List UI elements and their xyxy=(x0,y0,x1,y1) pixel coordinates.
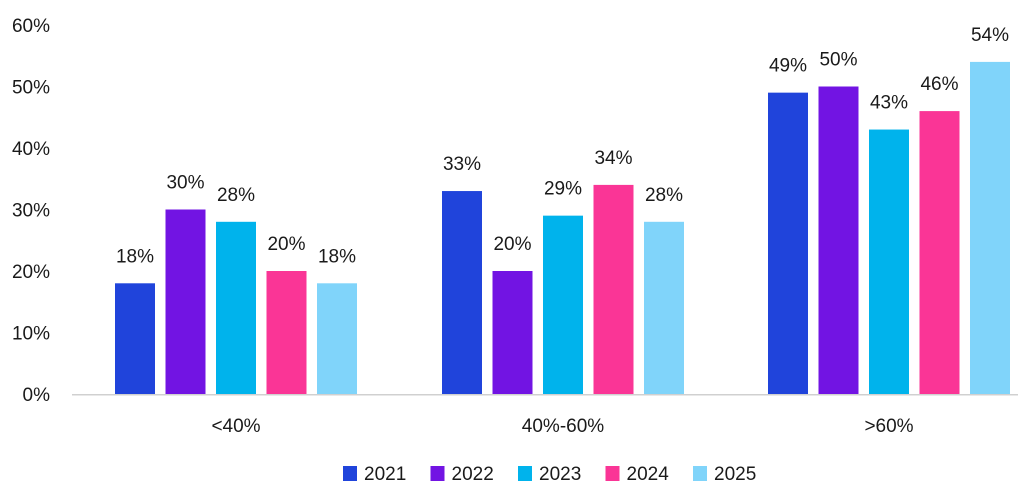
bar-40pct-60pct-2024 xyxy=(593,184,634,394)
y-axis: 0% 10% 20% 30% 40% 50% 60% xyxy=(12,16,50,406)
data-label-40pct-60pct-2022: 20% xyxy=(493,234,531,255)
legend-label-2023: 2023 xyxy=(539,464,581,485)
legend-item-2024: 2024 xyxy=(605,464,670,485)
bar-40pct-60pct-2022 xyxy=(492,271,533,394)
data-labels: 18% 30% 28% 20% 18% 33% 20% 29% 34% 28% 49% 50% 43% 4… xyxy=(116,25,1009,267)
legend-item-2023: 2023 xyxy=(518,464,581,485)
legend-label-2025: 2025 xyxy=(714,464,756,485)
bar-lt40pct-2023 xyxy=(216,221,256,394)
data-label-gt60pct-2023: 43% xyxy=(870,93,908,114)
data-label-lt40pct-2024: 20% xyxy=(267,234,305,255)
data-label-lt40pct-2022: 30% xyxy=(166,173,204,194)
legend-label-2021: 2021 xyxy=(364,464,406,485)
y-tick-label-0: 0% xyxy=(23,385,51,406)
data-label-lt40pct-2023: 28% xyxy=(217,185,255,206)
legend: 2021 2022 2023 2024 2025 xyxy=(343,464,756,485)
legend-label-2024: 2024 xyxy=(627,464,670,485)
bar-gt60pct-2021 xyxy=(768,92,808,395)
data-label-gt60pct-2025: 54% xyxy=(971,25,1009,46)
legend-label-2022: 2022 xyxy=(452,464,494,485)
legend-swatch-2025 xyxy=(693,466,707,481)
category-label-lt40pct: <40% xyxy=(211,416,260,437)
bar-lt40pct-2022 xyxy=(165,209,206,394)
y-tick-label-50: 50% xyxy=(12,78,50,99)
data-label-gt60pct-2021: 49% xyxy=(769,56,807,77)
data-label-40pct-60pct-2021: 33% xyxy=(443,154,481,175)
y-tick-label-20: 20% xyxy=(12,262,50,283)
category-label-40pct-60pct: 40%-60% xyxy=(522,416,604,437)
bar-lt40pct-2024 xyxy=(266,271,307,394)
y-tick-label-60: 60% xyxy=(12,16,50,37)
data-label-lt40pct-2025: 18% xyxy=(318,246,356,267)
bar-gt60pct-2025 xyxy=(970,61,1010,395)
bar-40pct-60pct-2021 xyxy=(442,191,482,394)
y-tick-label-10: 10% xyxy=(12,324,50,345)
data-label-40pct-60pct-2024: 34% xyxy=(594,148,632,169)
bar-40pct-60pct-2025 xyxy=(644,221,684,394)
category-label-gt60pct: >60% xyxy=(864,416,913,437)
data-label-gt60pct-2022: 50% xyxy=(819,50,857,71)
data-label-40pct-60pct-2025: 28% xyxy=(645,185,683,206)
y-tick-label-30: 30% xyxy=(12,201,50,222)
bar-gt60pct-2024 xyxy=(919,111,960,394)
y-tick-label-40: 40% xyxy=(12,139,50,160)
bar-lt40pct-2021 xyxy=(115,283,155,394)
x-axis: <40% 40%-60% >60% xyxy=(211,416,913,437)
bar-gt60pct-2022 xyxy=(818,86,859,394)
legend-swatch-2024 xyxy=(605,466,620,481)
legend-swatch-2023 xyxy=(518,466,532,481)
legend-item-2021: 2021 xyxy=(343,464,406,485)
legend-swatch-2022 xyxy=(430,466,445,481)
bars xyxy=(115,61,1010,395)
bar-gt60pct-2023 xyxy=(869,129,909,395)
legend-swatch-2021 xyxy=(343,466,357,481)
bar-lt40pct-2025 xyxy=(317,283,357,394)
data-label-40pct-60pct-2023: 29% xyxy=(544,179,582,200)
bar-40pct-60pct-2023 xyxy=(543,215,583,394)
legend-item-2022: 2022 xyxy=(430,464,494,485)
data-label-gt60pct-2024: 46% xyxy=(920,74,958,95)
legend-item-2025: 2025 xyxy=(693,464,756,485)
data-label-lt40pct-2021: 18% xyxy=(116,246,154,267)
